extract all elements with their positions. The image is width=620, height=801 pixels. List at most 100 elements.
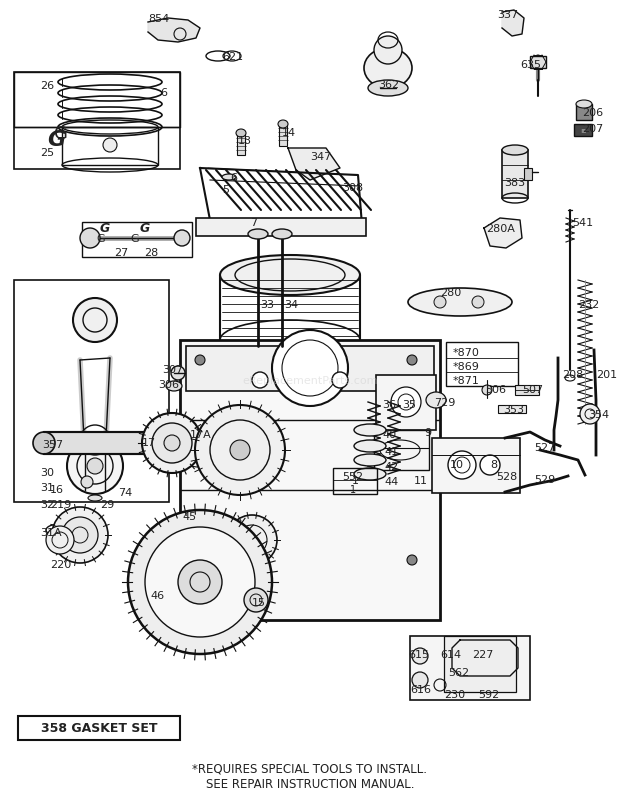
Circle shape: [128, 510, 272, 654]
Text: G: G: [47, 130, 65, 150]
Text: 506: 506: [485, 385, 506, 395]
Text: 621: 621: [222, 52, 243, 62]
Circle shape: [227, 515, 277, 565]
Text: 5: 5: [222, 185, 229, 195]
Text: 34: 34: [284, 300, 298, 310]
Text: SEE REPAIR INSTRUCTION MANUAL.: SEE REPAIR INSTRUCTION MANUAL.: [206, 778, 414, 791]
Text: G: G: [96, 234, 105, 244]
Text: 32: 32: [40, 500, 54, 510]
Bar: [374, 430, 429, 470]
Text: 45: 45: [182, 512, 196, 522]
Circle shape: [142, 413, 202, 473]
Text: 383: 383: [504, 178, 525, 188]
Circle shape: [46, 526, 74, 554]
Bar: [524, 168, 532, 180]
Text: 6: 6: [230, 173, 237, 183]
Ellipse shape: [88, 495, 102, 501]
Ellipse shape: [166, 381, 182, 391]
Circle shape: [145, 527, 255, 637]
Text: 17A: 17A: [190, 430, 212, 440]
Circle shape: [580, 404, 600, 424]
Text: 206: 206: [582, 108, 603, 118]
Text: 8: 8: [490, 460, 497, 470]
Circle shape: [448, 451, 476, 479]
Ellipse shape: [354, 468, 386, 480]
Text: 6: 6: [160, 88, 167, 98]
Text: 40: 40: [382, 430, 396, 440]
Polygon shape: [502, 10, 524, 36]
Text: G: G: [100, 222, 110, 235]
Text: ▪: ▪: [580, 126, 586, 135]
Text: 729: 729: [434, 398, 455, 408]
Text: 11: 11: [414, 476, 428, 486]
Text: eReplacementParts.com: eReplacementParts.com: [242, 376, 378, 385]
Text: 208: 208: [562, 370, 583, 380]
Text: 541: 541: [572, 218, 593, 228]
Text: 337: 337: [497, 10, 518, 20]
Text: 614: 614: [440, 650, 461, 660]
Text: 507: 507: [522, 385, 543, 395]
Bar: [14, 72, 180, 127]
Ellipse shape: [278, 120, 288, 128]
Circle shape: [178, 560, 222, 604]
Text: 25: 25: [40, 148, 54, 158]
Circle shape: [412, 648, 428, 664]
Circle shape: [52, 507, 108, 563]
Text: 219: 219: [50, 500, 71, 510]
Bar: [62, 127, 158, 165]
Bar: [237, 133, 245, 155]
Text: 74: 74: [118, 488, 132, 498]
Text: 230: 230: [444, 690, 465, 700]
Circle shape: [33, 432, 55, 454]
Text: 44: 44: [384, 477, 398, 487]
Ellipse shape: [220, 255, 360, 295]
Text: 17: 17: [142, 438, 156, 448]
Circle shape: [272, 330, 348, 406]
Circle shape: [391, 387, 421, 417]
Bar: [14, 280, 169, 502]
Ellipse shape: [354, 424, 386, 436]
Circle shape: [252, 372, 268, 388]
Text: G: G: [130, 234, 139, 244]
Text: 528: 528: [496, 472, 517, 482]
Bar: [574, 124, 592, 136]
Text: 280: 280: [440, 288, 461, 298]
Text: 635: 635: [520, 60, 541, 70]
Circle shape: [87, 458, 103, 474]
Bar: [18, 716, 180, 740]
Circle shape: [480, 455, 500, 475]
Text: 358 GASKET SET: 358 GASKET SET: [41, 722, 157, 735]
Text: G: G: [54, 125, 68, 143]
Circle shape: [407, 555, 417, 565]
Text: 14: 14: [282, 128, 296, 138]
Text: 353: 353: [503, 405, 524, 415]
Circle shape: [374, 36, 402, 64]
Text: 306: 306: [158, 380, 179, 390]
Bar: [333, 468, 377, 494]
Bar: [376, 375, 436, 430]
Bar: [502, 150, 528, 198]
Circle shape: [482, 385, 492, 395]
Ellipse shape: [368, 80, 408, 96]
Circle shape: [80, 228, 100, 248]
Text: 16: 16: [50, 485, 64, 495]
Text: 529: 529: [534, 475, 556, 485]
Text: 220: 220: [50, 560, 71, 570]
Text: 15: 15: [252, 598, 266, 608]
Text: 357: 357: [42, 440, 63, 450]
Text: 46: 46: [150, 591, 164, 601]
Bar: [498, 405, 526, 413]
Text: 26: 26: [40, 81, 54, 91]
Text: 41: 41: [384, 447, 398, 457]
Polygon shape: [484, 218, 522, 248]
Text: 280A: 280A: [486, 224, 515, 234]
Bar: [279, 124, 287, 146]
Ellipse shape: [236, 129, 246, 137]
Bar: [44, 432, 164, 454]
Circle shape: [434, 296, 446, 308]
Text: 33: 33: [260, 300, 274, 310]
Text: 1: 1: [350, 485, 356, 495]
Circle shape: [171, 366, 185, 380]
Text: 1: 1: [352, 476, 358, 486]
Text: 30: 30: [40, 468, 54, 478]
